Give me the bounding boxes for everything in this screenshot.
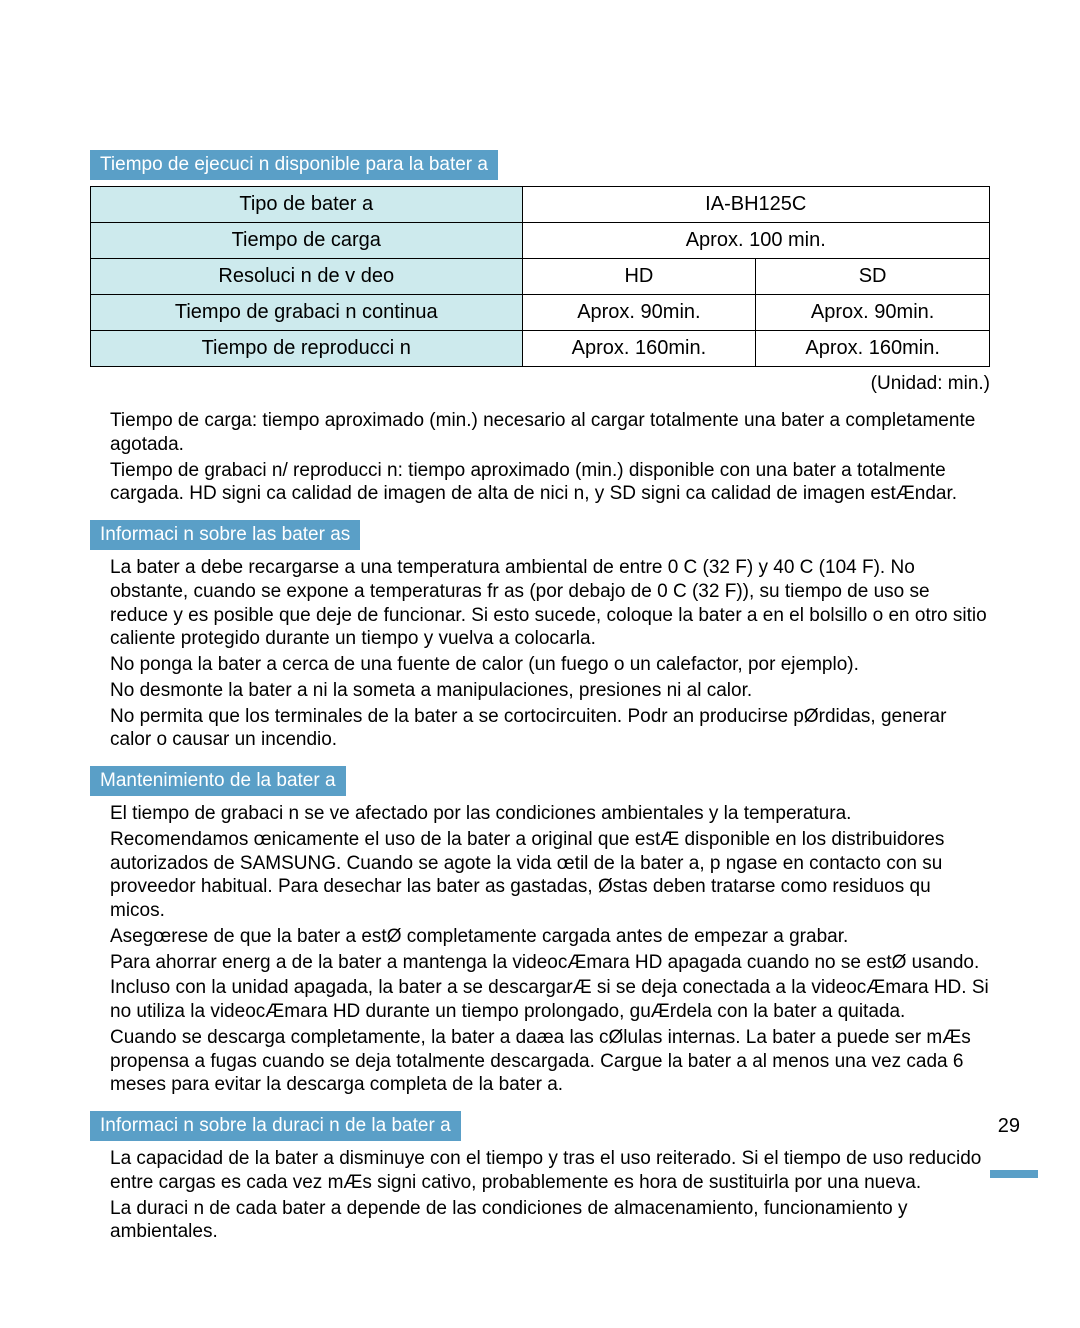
unit-note: (Unidad: min.) — [90, 373, 990, 395]
corner-tab-decoration — [990, 1170, 1038, 1178]
table-row: Tiempo de reproducci n Aprox. 160min. Ap… — [91, 331, 990, 367]
cell-rec-time-hd: Aprox. 90min. — [522, 295, 756, 331]
cell-battery-type-value: IA-BH125C — [522, 187, 989, 223]
list-item: Incluso con la unidad apagada, la bater … — [110, 976, 990, 1024]
cell-play-time-hd: Aprox. 160min. — [522, 331, 756, 367]
list-item: La bater a debe recargarse a una tempera… — [110, 556, 990, 651]
section-header-lifetime: Informaci n sobre la duraci n de la bate… — [90, 1111, 461, 1141]
list-item: No desmonte la bater a ni la someta a ma… — [110, 679, 990, 703]
lifetime-list: La capacidad de la bater a disminuye con… — [90, 1147, 990, 1244]
section-header-battery-info: Informaci n sobre las bater as — [90, 520, 360, 550]
list-item: El tiempo de grabaci n se ve afectado po… — [110, 802, 990, 826]
cell-play-time-sd: Aprox. 160min. — [756, 331, 990, 367]
page-number: 29 — [998, 1115, 1020, 1138]
battery-table: Tipo de bater a IA-BH125C Tiempo de carg… — [90, 186, 990, 367]
table-row: Tipo de bater a IA-BH125C — [91, 187, 990, 223]
cell-resolution-label: Resoluci n de v deo — [91, 259, 523, 295]
list-item: Asegœrese de que la bater a estØ complet… — [110, 925, 990, 949]
list-item: No ponga la bater a cerca de una fuente … — [110, 653, 990, 677]
document-page: Tiempo de ejecuci n disponible para la b… — [0, 0, 1080, 1298]
table-row: Tiempo de carga Aprox. 100 min. — [91, 223, 990, 259]
list-item: Cuando se descarga completamente, la bat… — [110, 1026, 990, 1097]
maintenance-list: El tiempo de grabaci n se ve afectado po… — [90, 802, 990, 1097]
cell-charge-time-label: Tiempo de carga — [91, 223, 523, 259]
cell-rec-time-label: Tiempo de grabaci n continua — [91, 295, 523, 331]
intro-p1: Tiempo de carga: tiempo aproximado (min.… — [110, 409, 990, 457]
list-item: No permita que los terminales de la bate… — [110, 705, 990, 753]
cell-rec-time-sd: Aprox. 90min. — [756, 295, 990, 331]
cell-resolution-hd: HD — [522, 259, 756, 295]
section-header-maintenance: Mantenimiento de la bater a — [90, 766, 346, 796]
list-item: La capacidad de la bater a disminuye con… — [110, 1147, 990, 1195]
table-row: Resoluci n de v deo HD SD — [91, 259, 990, 295]
cell-charge-time-value: Aprox. 100 min. — [522, 223, 989, 259]
cell-play-time-label: Tiempo de reproducci n — [91, 331, 523, 367]
intro-p2: Tiempo de grabaci n/ reproducci n: tiemp… — [110, 459, 990, 507]
section-header-runtime: Tiempo de ejecuci n disponible para la b… — [90, 150, 498, 180]
battery-info-list: La bater a debe recargarse a una tempera… — [90, 556, 990, 752]
table-row: Tiempo de grabaci n continua Aprox. 90mi… — [91, 295, 990, 331]
list-item: La duraci n de cada bater a depende de l… — [110, 1197, 990, 1245]
cell-battery-type-label: Tipo de bater a — [91, 187, 523, 223]
list-item: Para ahorrar energ a de la bater a mante… — [110, 951, 990, 975]
list-item: Recomendamos œnicamente el uso de la bat… — [110, 828, 990, 923]
intro-paragraphs: Tiempo de carga: tiempo aproximado (min.… — [90, 409, 990, 506]
cell-resolution-sd: SD — [756, 259, 990, 295]
